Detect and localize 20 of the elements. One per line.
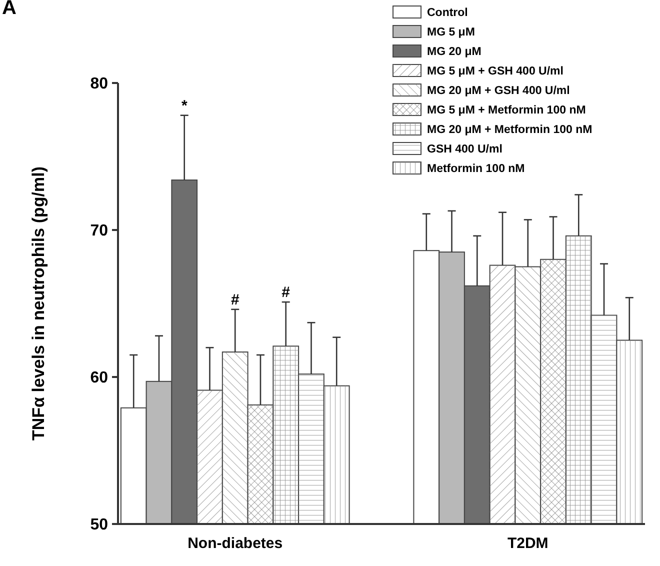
legend-label: MG 5 μM [427, 26, 475, 39]
x-tick-label: Non-diabetes [188, 535, 283, 552]
x-tick-label: T2DM [507, 535, 548, 552]
y-tick-label: 60 [90, 370, 108, 387]
legend-label: GSH 400 U/ml [427, 144, 502, 156]
y-tick-label: 80 [90, 76, 108, 93]
y-tick-label: 70 [90, 222, 108, 240]
y-tick-label: 50 [90, 516, 108, 534]
legend-label: MG 5 μM + GSH 400 U/ml [427, 66, 564, 78]
legend-label: Control [427, 7, 468, 20]
legend-label: MG 5 μM + Metformin 100 nM [427, 104, 586, 117]
legend-label: MG 20 μM [427, 46, 482, 58]
chart-title: A [2, 0, 16, 19]
legend-label: MG 20 μM + GSH 400 U/ml [427, 85, 570, 98]
legend-label: MG 20 μM + Metformin 100 nM [427, 124, 592, 136]
annotation: * [181, 97, 188, 114]
annotation: # [282, 284, 291, 302]
annotation: # [230, 291, 240, 308]
y-axis-title: TNFα levels in neutrophils (pg/ml) [29, 166, 48, 440]
legend-label: Metformin 100 nM [427, 163, 525, 176]
